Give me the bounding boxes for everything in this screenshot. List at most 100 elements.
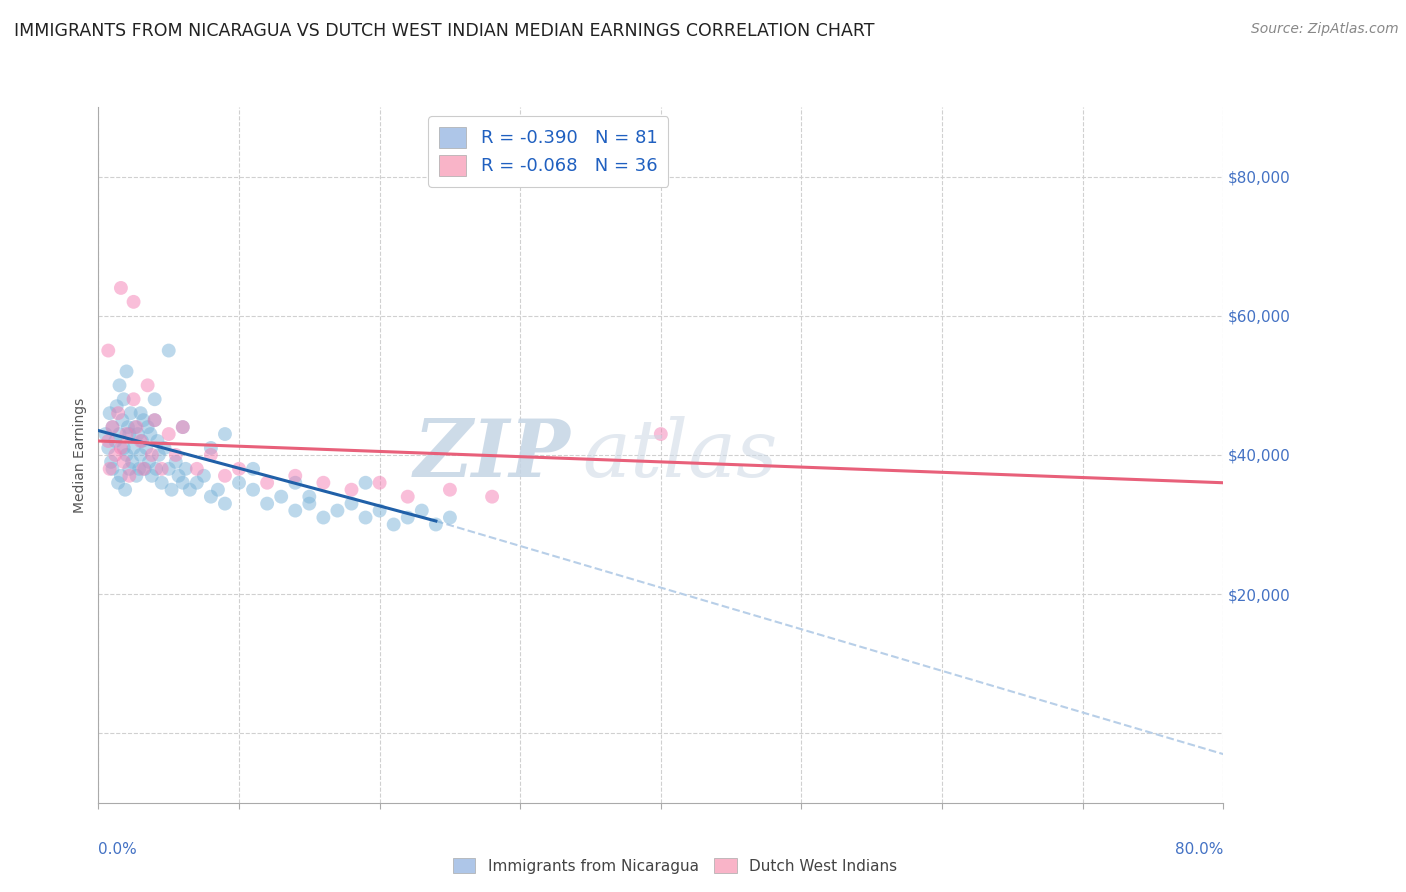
Point — [112, 441, 135, 455]
Point — [132, 413, 155, 427]
Point — [160, 483, 183, 497]
Point — [340, 497, 363, 511]
Point — [115, 364, 138, 378]
Point — [141, 448, 163, 462]
Point — [650, 427, 672, 442]
Point — [298, 490, 321, 504]
Point — [157, 343, 180, 358]
Point — [228, 462, 250, 476]
Point — [439, 510, 461, 524]
Point — [200, 448, 222, 462]
Point — [121, 455, 143, 469]
Point — [172, 475, 194, 490]
Point — [396, 490, 419, 504]
Point — [186, 462, 208, 476]
Point — [143, 392, 166, 407]
Point — [298, 497, 321, 511]
Point — [117, 420, 139, 434]
Point — [110, 468, 132, 483]
Point — [101, 420, 124, 434]
Point — [214, 468, 236, 483]
Point — [125, 420, 148, 434]
Point — [141, 468, 163, 483]
Point — [115, 448, 138, 462]
Point — [127, 427, 149, 442]
Point — [101, 420, 124, 434]
Point — [145, 462, 167, 476]
Point — [111, 413, 134, 427]
Point — [326, 503, 349, 517]
Point — [108, 427, 131, 442]
Point — [242, 462, 264, 476]
Point — [97, 434, 120, 448]
Point — [110, 281, 132, 295]
Point — [153, 441, 176, 455]
Point — [98, 406, 121, 420]
Point — [136, 420, 159, 434]
Point — [143, 413, 166, 427]
Y-axis label: Median Earnings: Median Earnings — [73, 397, 87, 513]
Point — [312, 510, 335, 524]
Point — [396, 510, 419, 524]
Point — [200, 490, 222, 504]
Point — [354, 475, 377, 490]
Point — [368, 475, 391, 490]
Point — [138, 455, 160, 469]
Point — [200, 441, 222, 455]
Point — [214, 497, 236, 511]
Point — [131, 434, 153, 448]
Point — [284, 503, 307, 517]
Point — [122, 441, 145, 455]
Point — [481, 490, 503, 504]
Point — [139, 427, 162, 442]
Point — [382, 517, 405, 532]
Point — [174, 462, 197, 476]
Point — [193, 468, 215, 483]
Point — [107, 475, 129, 490]
Point — [150, 462, 173, 476]
Point — [214, 427, 236, 442]
Legend: R = -0.390   N = 81, R = -0.068   N = 36: R = -0.390 N = 81, R = -0.068 N = 36 — [429, 116, 668, 186]
Point — [256, 475, 278, 490]
Point — [312, 475, 335, 490]
Point — [157, 462, 180, 476]
Point — [115, 427, 138, 442]
Point — [110, 441, 132, 455]
Point — [179, 483, 201, 497]
Point — [165, 448, 187, 462]
Point — [120, 406, 142, 420]
Point — [425, 517, 447, 532]
Point — [114, 483, 136, 497]
Point — [411, 503, 433, 517]
Point — [122, 392, 145, 407]
Point — [108, 378, 131, 392]
Text: IMMIGRANTS FROM NICARAGUA VS DUTCH WEST INDIAN MEDIAN EARNINGS CORRELATION CHART: IMMIGRANTS FROM NICARAGUA VS DUTCH WEST … — [14, 22, 875, 40]
Point — [172, 420, 194, 434]
Legend: Immigrants from Nicaragua, Dutch West Indians: Immigrants from Nicaragua, Dutch West In… — [447, 852, 903, 880]
Point — [129, 406, 152, 420]
Point — [228, 475, 250, 490]
Point — [172, 420, 194, 434]
Text: 80.0%: 80.0% — [1175, 842, 1223, 856]
Point — [368, 503, 391, 517]
Point — [354, 510, 377, 524]
Point — [105, 399, 128, 413]
Point — [112, 455, 135, 469]
Point — [94, 427, 117, 442]
Point — [129, 448, 152, 462]
Point — [124, 420, 146, 434]
Text: 0.0%: 0.0% — [98, 842, 138, 856]
Point — [284, 468, 307, 483]
Point — [165, 455, 187, 469]
Point — [112, 392, 135, 407]
Point — [207, 483, 229, 497]
Point — [135, 441, 157, 455]
Point — [146, 434, 169, 448]
Point — [118, 462, 141, 476]
Point — [150, 475, 173, 490]
Text: Source: ZipAtlas.com: Source: ZipAtlas.com — [1251, 22, 1399, 37]
Point — [129, 434, 152, 448]
Point — [148, 448, 170, 462]
Point — [104, 448, 127, 462]
Point — [104, 434, 127, 448]
